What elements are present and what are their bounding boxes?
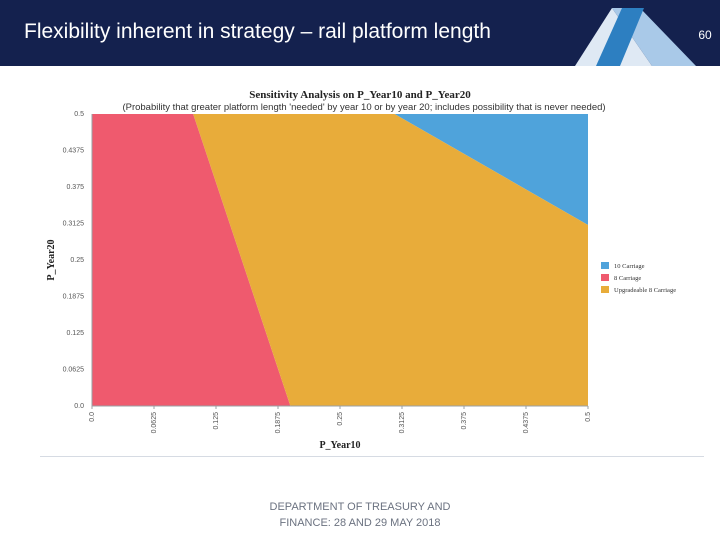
header-decoration bbox=[575, 8, 696, 66]
page-number: 60 bbox=[698, 28, 712, 42]
x-tick-label: 0.5 bbox=[585, 412, 592, 422]
x-tick-label: 0.25 bbox=[337, 412, 344, 426]
x-tick-label: 0.1875 bbox=[275, 412, 282, 434]
y-tick-label: 0.4375 bbox=[63, 148, 85, 155]
sensitivity-chart: Sensitivity Analysis on P_Year10 and P_Y… bbox=[46, 89, 676, 451]
legend-swatch bbox=[601, 262, 609, 269]
y-tick-label: 0.0625 bbox=[63, 367, 85, 374]
legend-swatch bbox=[601, 286, 609, 293]
chart-title: Sensitivity Analysis on P_Year10 and P_Y… bbox=[249, 89, 471, 101]
y-tick-label: 0.0 bbox=[74, 403, 84, 410]
y-tick-label: 0.125 bbox=[66, 330, 84, 337]
plot-area bbox=[92, 114, 588, 406]
y-tick-label: 0.1875 bbox=[63, 294, 85, 301]
x-tick-label: 0.3125 bbox=[399, 412, 406, 434]
y-tick-labels: 0.0 0.0625 0.125 0.1875 0.25 0.3125 0.375 0.437… bbox=[63, 111, 85, 410]
x-tick-label: 0.375 bbox=[461, 412, 468, 430]
y-tick-label: 0.375 bbox=[66, 184, 84, 191]
x-tick-label: 0.125 bbox=[213, 412, 220, 430]
header-shape-blue bbox=[596, 8, 644, 66]
x-tick-label: 0.0 bbox=[89, 412, 96, 422]
y-axis-label: P_Year20 bbox=[46, 239, 57, 280]
chart-subtitle: (Probability that greater platform lengt… bbox=[122, 102, 605, 113]
region-upgradeable-8-carriage bbox=[193, 114, 588, 406]
slide-header: Flexibility inherent in strategy – rail … bbox=[0, 0, 720, 66]
x-tick-label: 0.4375 bbox=[523, 412, 530, 434]
legend-label: 10 Carriage bbox=[614, 263, 645, 270]
x-tick-label: 0.0625 bbox=[151, 412, 158, 434]
footer-divider bbox=[40, 456, 704, 457]
footer-text: DEPARTMENT OF TREASURY AND FINANCE: 28 A… bbox=[210, 499, 510, 531]
y-tick-label: 0.25 bbox=[70, 257, 84, 264]
footer-line-1: DEPARTMENT OF TREASURY AND bbox=[269, 501, 451, 513]
footer-line-2: FINANCE: 28 AND 29 MAY 2018 bbox=[279, 517, 441, 529]
y-tick-label: 0.3125 bbox=[63, 221, 85, 228]
x-tick-labels: 0.0 0.0625 0.125 0.1875 0.25 0.3125 0.375 0.437… bbox=[89, 406, 592, 433]
region-8-carriage bbox=[92, 114, 291, 406]
legend-label: 8 Carriage bbox=[614, 275, 641, 282]
x-axis-label: P_Year10 bbox=[319, 440, 360, 451]
y-tick-label: 0.5 bbox=[74, 111, 84, 118]
legend-label: Upgradeable 8 Carriage bbox=[614, 287, 676, 294]
legend-swatch bbox=[601, 274, 609, 281]
slide-title: Flexibility inherent in strategy – rail … bbox=[24, 20, 491, 43]
legend: 10 Carriage 8 Carriage Upgradeable 8 Carri… bbox=[601, 262, 676, 294]
